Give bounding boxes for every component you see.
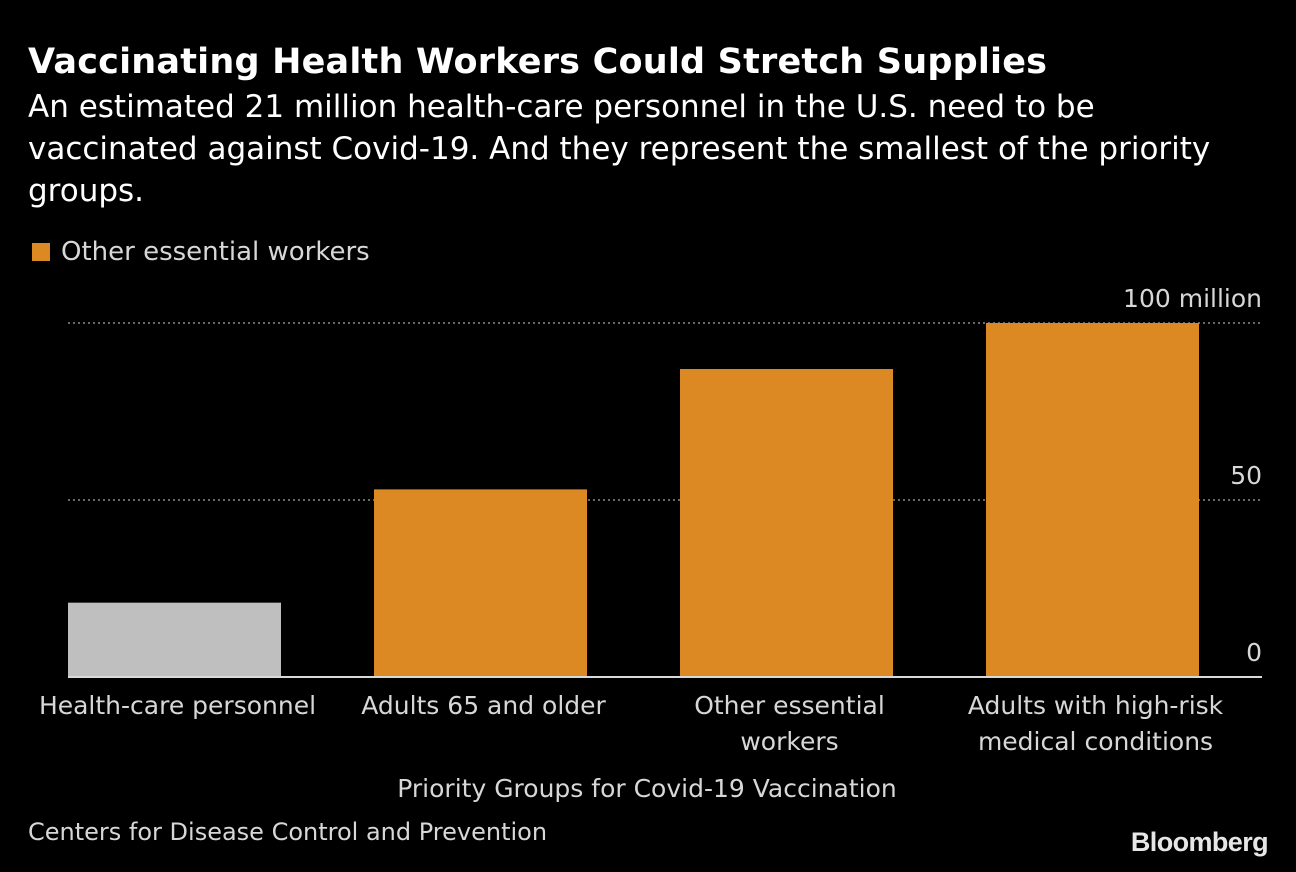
bar-2 bbox=[680, 369, 893, 677]
bar-3 bbox=[986, 323, 1199, 677]
legend-label: Other essential workers bbox=[61, 237, 370, 267]
x-tick-label-0: Health-care personnel bbox=[39, 691, 316, 720]
bar-1 bbox=[374, 489, 587, 677]
legend: Other essential workers bbox=[32, 234, 370, 270]
x-tick-label-2-line-1: workers bbox=[740, 727, 838, 756]
x-tick-label-1: Adults 65 and older bbox=[361, 691, 606, 720]
y-tick-label-100: 100 million bbox=[1123, 284, 1262, 313]
x-tick-label-2-line-0: Other essential bbox=[694, 691, 885, 720]
x-axis-title: Priority Groups for Covid-19 Vaccination bbox=[397, 774, 896, 803]
x-tick-label-3-line-1: medical conditions bbox=[978, 727, 1213, 756]
y-tick-label-50: 50 bbox=[1230, 461, 1262, 490]
y-tick-label-0: 0 bbox=[1246, 638, 1262, 667]
bar-0 bbox=[68, 602, 281, 677]
chart-title: Vaccinating Health Workers Could Stretch… bbox=[28, 42, 1048, 82]
x-tick-label-3-line-0: Adults with high-risk bbox=[968, 691, 1224, 720]
legend-swatch bbox=[32, 243, 50, 261]
chart-subtitle: An estimated 21 million health-care pers… bbox=[28, 89, 1211, 209]
bloomberg-logo: Bloomberg bbox=[1130, 827, 1269, 857]
source-note: Centers for Disease Control and Preventi… bbox=[28, 818, 548, 846]
